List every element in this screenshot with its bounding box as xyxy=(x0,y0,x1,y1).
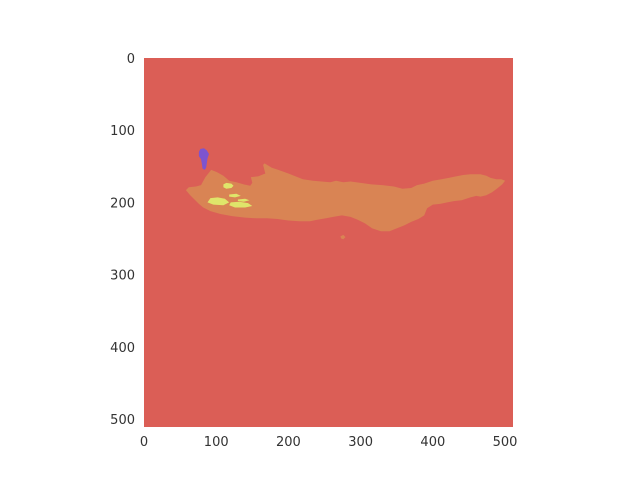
x-tick-label: 100 xyxy=(204,435,229,450)
x-tick-label: 200 xyxy=(276,435,301,450)
heatmap-region-spine-5 xyxy=(229,193,241,198)
heatmap-region-spine-2 xyxy=(223,182,234,189)
heatmap-region-spine-4 xyxy=(229,201,253,208)
heatmap-region-main-0 xyxy=(185,163,506,232)
heatmap-region-blob-7 xyxy=(198,148,209,170)
x-tick-label: 400 xyxy=(420,435,445,450)
heatmap-region-main-spot-1 xyxy=(340,234,346,240)
y-tick-label: 200 xyxy=(110,196,135,211)
y-tick-label: 400 xyxy=(110,341,135,356)
y-tick-label: 0 xyxy=(127,52,135,67)
x-tick-label: 300 xyxy=(348,435,373,450)
y-tick-label: 100 xyxy=(110,124,135,139)
heatmap-region-spine-6 xyxy=(237,198,250,202)
y-axis: 0 100 200 300 400 500 xyxy=(110,52,135,428)
x-tick-label: 0 xyxy=(140,435,148,450)
y-tick-label: 500 xyxy=(110,413,135,428)
x-axis: 0 100 200 300 400 500 xyxy=(140,435,518,450)
heatmap-background xyxy=(144,58,513,427)
y-tick-label: 300 xyxy=(110,269,135,284)
plot-area xyxy=(144,58,513,427)
x-tick-label: 500 xyxy=(493,435,518,450)
heatmap-region-spine-3 xyxy=(207,197,230,206)
